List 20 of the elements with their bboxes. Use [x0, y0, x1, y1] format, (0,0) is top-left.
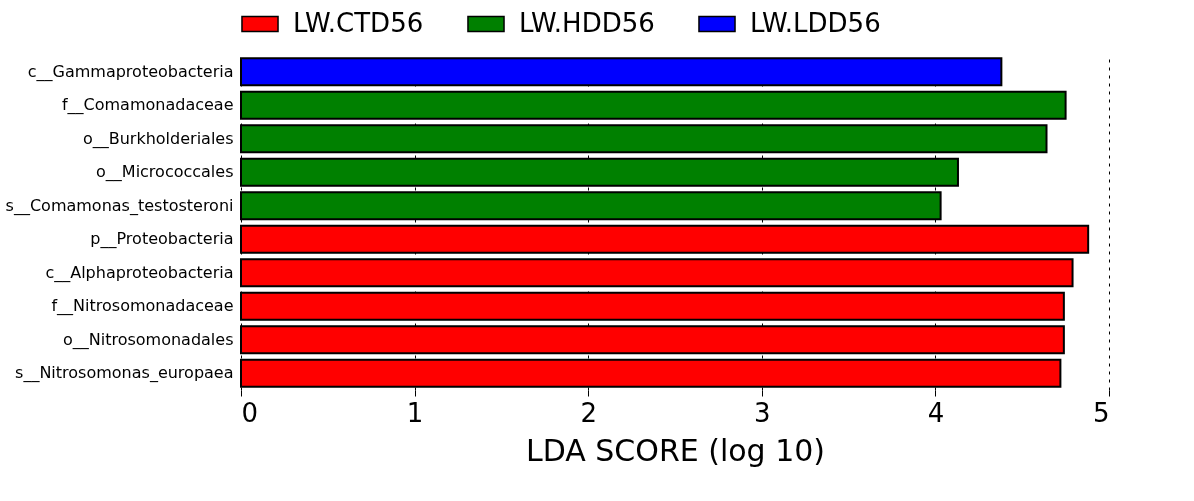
legend-label: LW.CTD56	[293, 8, 424, 38]
x-axis-title: LDA SCORE (log 10)	[525, 432, 826, 468]
y-tick-label: s__Nitrosomonas_europaea	[15, 363, 234, 384]
y-tick-label: o__Nitrosomonadales	[62, 329, 234, 350]
y-tick-label: o__Burkholderiales	[82, 128, 234, 149]
x-tick-label: 2	[580, 397, 597, 428]
y-tick-label: c__Alphaproteobacteria	[45, 262, 234, 283]
x-tick-label: 0	[241, 397, 259, 428]
legend-label: LW.LDD56	[750, 8, 881, 38]
y-tick-label: s__Comamonas_testosteroni	[5, 195, 234, 216]
x-tick-label: 3	[754, 397, 771, 428]
y-tick-label: c__Gammaproteobacteria	[27, 61, 234, 82]
y-tick-label: o__Micrococcales	[96, 162, 234, 183]
y-tick-label: f__Nitrosomonadaceae	[51, 296, 234, 317]
x-tick-label: 1	[406, 397, 424, 428]
legend-label: LW.HDD56	[519, 8, 655, 38]
x-tick-label: 5	[1092, 397, 1110, 428]
y-tick-label: f__Comamonadaceae	[61, 95, 234, 116]
y-tick-label: p__Proteobacteria	[90, 229, 234, 250]
x-tick-label: 4	[927, 397, 945, 428]
